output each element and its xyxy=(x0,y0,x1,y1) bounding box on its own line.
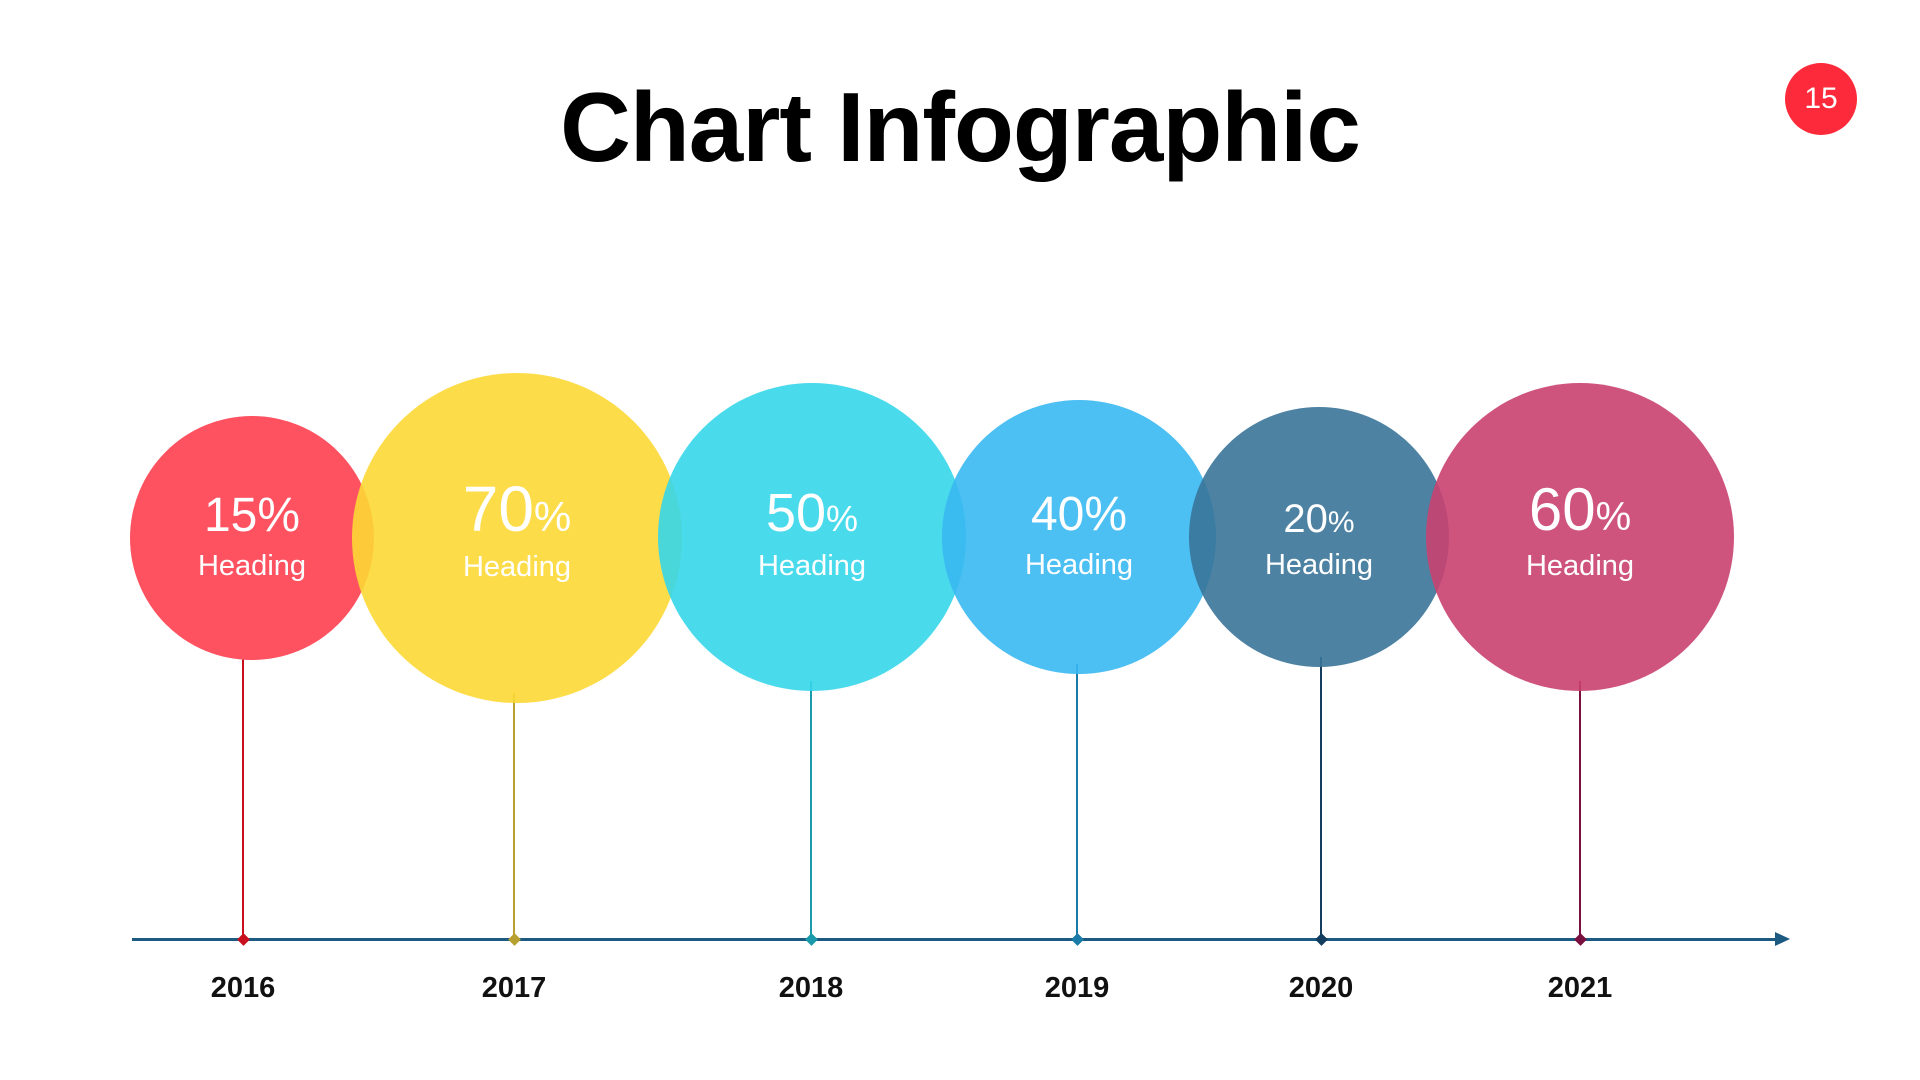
bubble-label: 20% Heading xyxy=(1169,499,1469,580)
timeline-axis xyxy=(132,938,1782,941)
timeline-marker-icon xyxy=(804,933,818,946)
bubble-unit: % xyxy=(257,489,301,543)
bubble-label: 70% Heading xyxy=(367,477,667,582)
year-label: 2016 xyxy=(210,972,276,1004)
year-label: 2018 xyxy=(778,972,844,1004)
year-label: 2021 xyxy=(1547,972,1613,1004)
bubble-value: 50 xyxy=(765,482,827,543)
bubble-heading: Heading xyxy=(197,550,307,583)
bubble-label: 50% Heading xyxy=(662,486,962,581)
bubble-heading: Heading xyxy=(1525,550,1635,582)
bubble-percentage: 15% xyxy=(102,492,402,540)
slide-title: Chart Infographic xyxy=(560,72,1361,182)
timeline-marker-icon xyxy=(1314,933,1328,946)
timeline-marker-icon xyxy=(1070,933,1084,946)
bubble-percentage: 50% xyxy=(662,486,962,540)
timeline-marker-icon xyxy=(1573,933,1587,946)
bubble-percentage: 20% xyxy=(1169,499,1469,539)
bubble-value: 60 xyxy=(1528,476,1596,543)
bubble-unit: % xyxy=(1327,506,1355,539)
timeline-stem xyxy=(1076,664,1078,939)
value-bubble xyxy=(352,373,682,703)
value-bubble xyxy=(1426,383,1734,691)
bubble-value: 70 xyxy=(462,473,534,546)
bubble-label: 60% Heading xyxy=(1430,480,1730,581)
timeline-marker-icon xyxy=(507,933,521,946)
bubble-value: 15 xyxy=(203,489,258,543)
bubble-heading: Heading xyxy=(1264,549,1374,581)
bubble-unit: % xyxy=(826,497,859,539)
bubble-heading: Heading xyxy=(462,551,572,584)
value-bubble xyxy=(942,400,1216,674)
value-bubble xyxy=(658,383,966,691)
bubble-label: 40% Heading xyxy=(929,491,1229,580)
timeline-stem xyxy=(513,693,515,939)
bubble-heading: Heading xyxy=(757,549,867,582)
bubble-unit: % xyxy=(1595,495,1632,539)
axis-arrow-icon xyxy=(1775,932,1790,946)
bubble-percentage: 70% xyxy=(367,477,667,541)
year-label: 2019 xyxy=(1044,972,1110,1004)
timeline-stem xyxy=(810,681,812,939)
bubble-unit: % xyxy=(533,493,572,541)
bubble-percentage: 60% xyxy=(1430,480,1730,540)
bubble-label: 15% Heading xyxy=(102,492,402,581)
timeline-stem xyxy=(1579,681,1581,939)
bubble-value: 40 xyxy=(1030,488,1085,542)
value-bubble xyxy=(1189,407,1449,667)
bubble-unit: % xyxy=(1084,488,1128,542)
bubble-heading: Heading xyxy=(1024,549,1134,582)
value-bubble xyxy=(130,416,374,660)
year-label: 2017 xyxy=(481,972,547,1004)
timeline-stem xyxy=(1320,657,1322,939)
year-label: 2020 xyxy=(1288,972,1354,1004)
bubble-value: 20 xyxy=(1283,497,1328,541)
timeline-marker-icon xyxy=(236,933,250,946)
page-number-badge: 15 xyxy=(1785,63,1857,135)
timeline-stem xyxy=(242,650,244,939)
bubble-percentage: 40% xyxy=(929,491,1229,539)
